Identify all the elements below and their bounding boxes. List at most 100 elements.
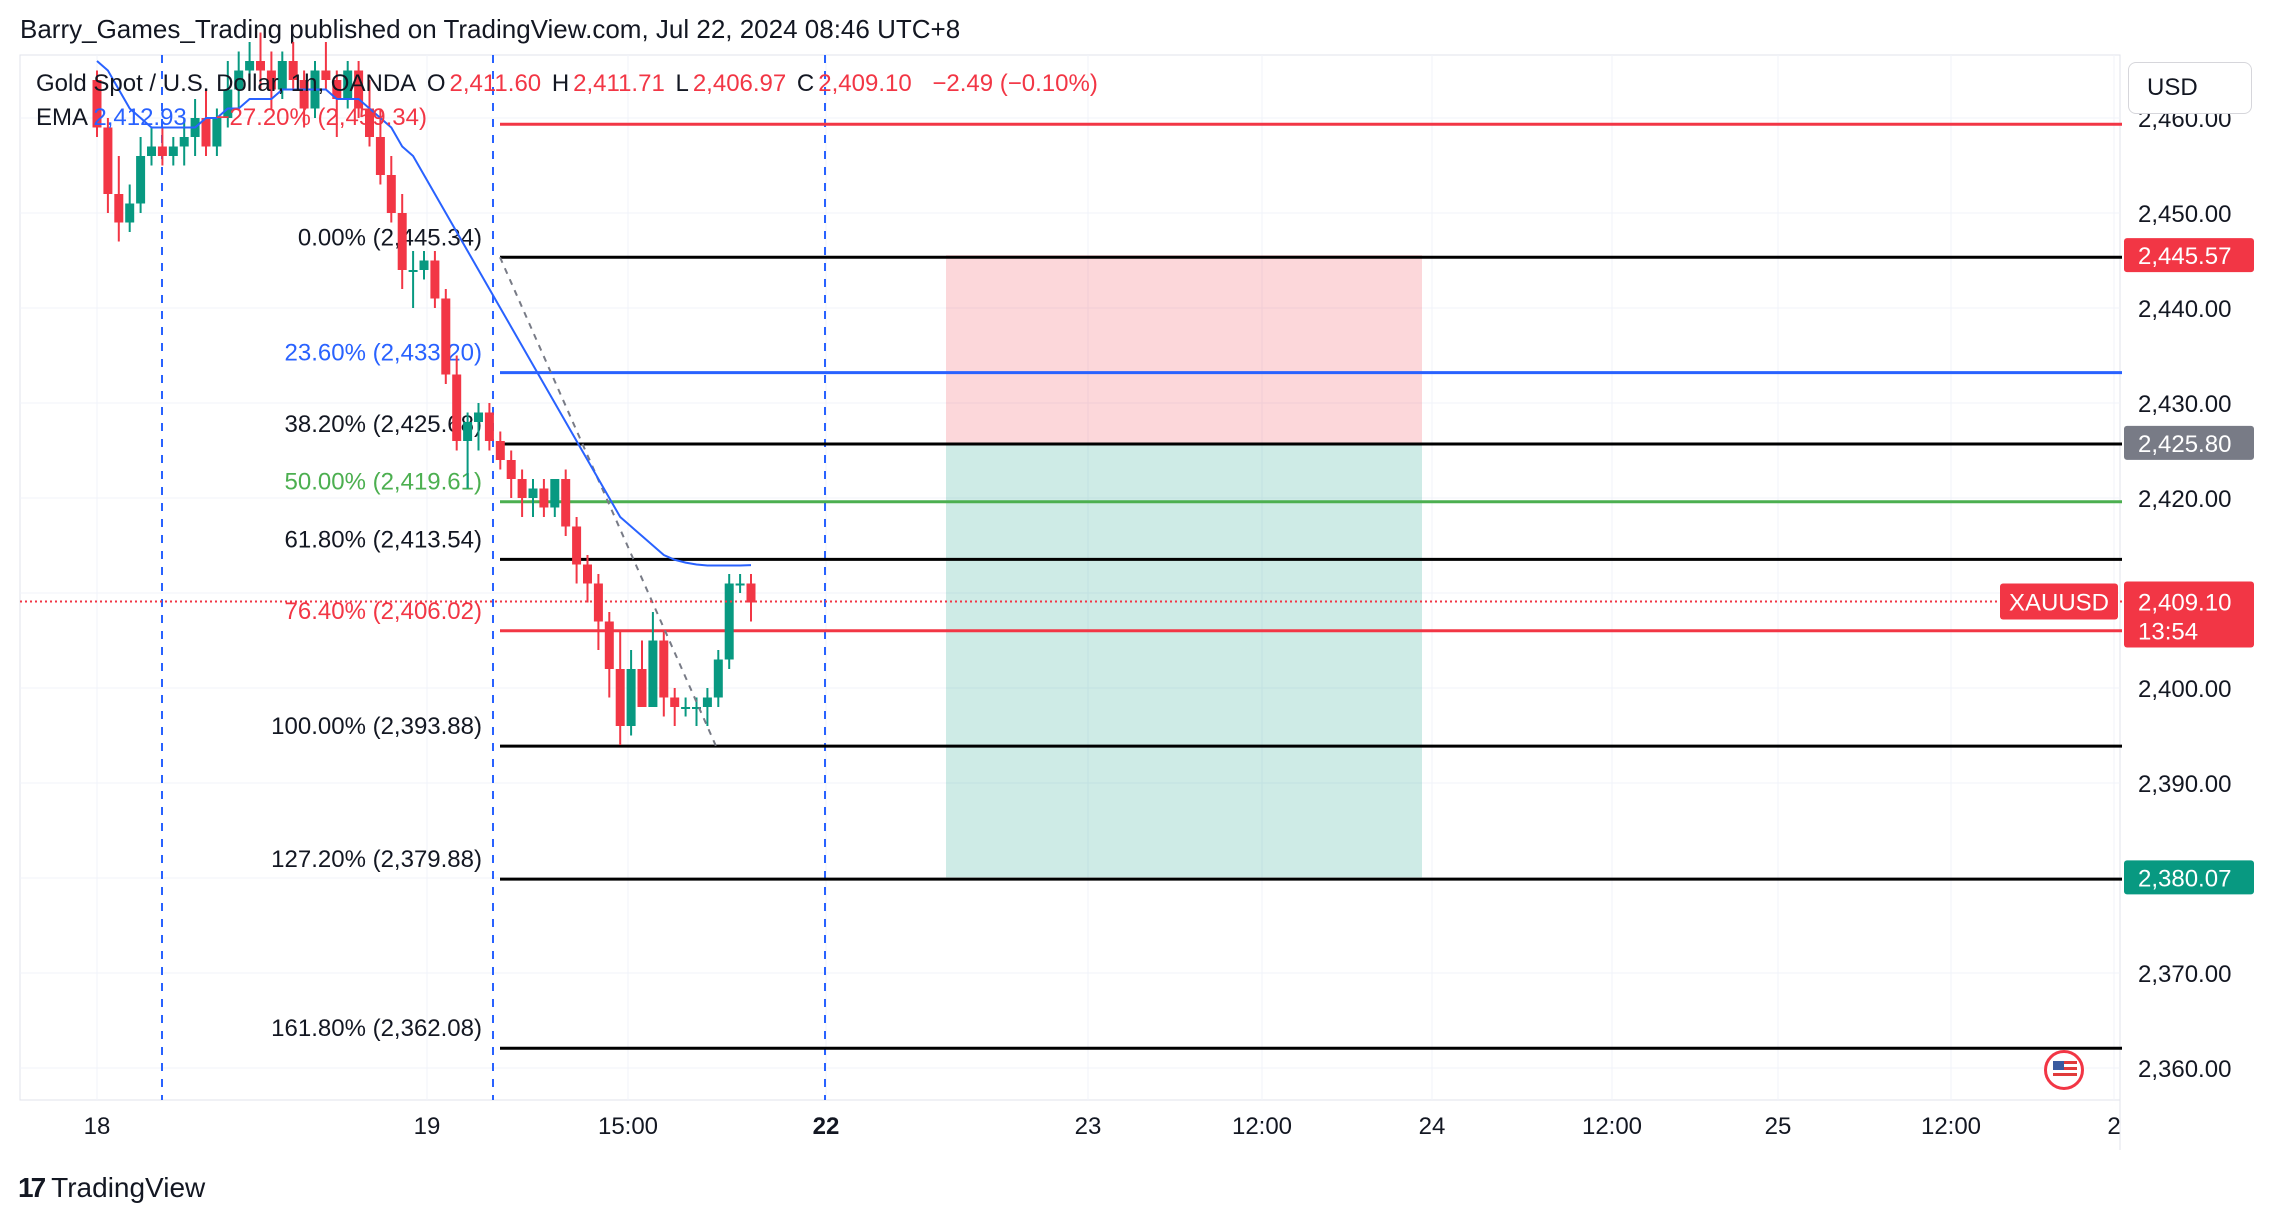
fib-level-label: 76.40% (2,406.02): [285, 598, 482, 625]
tradingview-footer[interactable]: 17 TradingView: [18, 1172, 205, 1204]
symbol-title[interactable]: Gold Spot / U.S. Dollar, 1h, OANDA: [36, 70, 417, 97]
x-tick-label: 15:00: [598, 1113, 658, 1140]
candle-body: [506, 460, 516, 479]
price-tag-label: 2,425.80: [2138, 431, 2231, 458]
y-tick-label: 2,440.00: [2138, 296, 2231, 323]
candle-body: [463, 422, 473, 441]
x-tick-label: 23: [1075, 1113, 1102, 1140]
y-tick-label: 2,400.00: [2138, 676, 2231, 703]
candle-body: [234, 70, 244, 90]
candle-body: [354, 70, 364, 109]
candle-body: [713, 659, 723, 698]
candle-body: [419, 260, 429, 270]
x-tick-label: 25: [1765, 1113, 1792, 1140]
candle-body: [528, 488, 538, 498]
candle-body: [681, 707, 691, 709]
candle-body: [212, 118, 222, 147]
candle-body: [572, 526, 582, 565]
price-tag: [2124, 238, 2254, 273]
high-value: 2,411.71: [573, 70, 665, 97]
open-label: O: [426, 70, 446, 97]
x-tick-label: 19: [414, 1113, 441, 1140]
symbol-tag: [2000, 583, 2118, 620]
candle-body: [637, 669, 647, 707]
us-flag-icon[interactable]: [2044, 1050, 2084, 1090]
y-tick-label: 2,420.00: [2138, 486, 2231, 513]
fib-level-label: 161.80% (2,362.08): [271, 1015, 482, 1042]
price-tag: [2124, 860, 2254, 895]
ema-value: 2,412.93: [93, 104, 187, 131]
candle-body: [223, 89, 233, 118]
candle-body: [277, 61, 287, 90]
candle-body: [539, 488, 549, 508]
candle-body: [670, 697, 680, 707]
stop-loss-zone: [946, 255, 1422, 443]
candle-body: [168, 146, 178, 156]
candle-body: [114, 194, 124, 223]
take-profit-zone: [946, 442, 1422, 878]
open-value: 2,411.60: [449, 70, 542, 97]
candle-body: [746, 583, 756, 603]
close-label: C: [796, 70, 815, 97]
candle-body: [103, 127, 113, 194]
candle-body: [147, 146, 156, 156]
candle-body: [408, 270, 418, 272]
candle-body: [517, 479, 527, 498]
symbol-tag-label: XAUUSD: [2009, 590, 2109, 617]
price-tag: [2124, 425, 2254, 460]
currency-button[interactable]: USD: [2128, 62, 2252, 114]
x-tick-label: 12:00: [1921, 1113, 1981, 1140]
trend-line: [499, 256, 717, 747]
price-chart[interactable]: 2,360.002,370.002,380.002,390.002,400.00…: [0, 0, 2284, 1160]
tradingview-logo-icon: 17: [18, 1172, 46, 1203]
ema-line: [96, 60, 752, 567]
change-value: −2.49 (−0.10%): [932, 70, 1098, 97]
candle-body: [474, 412, 483, 422]
candle-body: [604, 621, 614, 669]
candle-body: [648, 640, 658, 707]
candle-body: [343, 70, 353, 99]
candle-body: [615, 669, 625, 726]
candle-body: [702, 697, 712, 707]
candle-body: [430, 260, 440, 299]
bar-countdown-label: 13:54: [2138, 619, 2198, 646]
candle-body: [245, 61, 255, 71]
candle-body: [452, 374, 462, 441]
publisher-header: Barry_Games_Trading published on Trading…: [20, 14, 961, 44]
ema-legend[interactable]: EMA 2,412.93 −27.20% (2,459.34): [36, 104, 427, 132]
candle-body: [288, 61, 298, 80]
fib-level-label: 23.60% (2,433.20): [285, 340, 482, 367]
ema-label: EMA: [36, 104, 87, 131]
x-tick-label: 24: [1419, 1113, 1446, 1140]
candle-body: [561, 479, 571, 527]
fib-level-label: 50.00% (2,419.61): [285, 469, 482, 496]
last-price-label: 2,409.10: [2138, 590, 2231, 617]
x-tick-label: 22: [813, 1113, 840, 1140]
candle-body: [332, 80, 342, 99]
symbol-legend[interactable]: Gold Spot / U.S. Dollar, 1h, OANDA O 2,41…: [36, 70, 1102, 98]
candle-body: [256, 61, 265, 71]
candle-body: [593, 583, 603, 622]
candle-body: [92, 80, 102, 128]
candle-body: [495, 441, 505, 460]
candle-body: [626, 669, 636, 726]
candle-body: [441, 298, 451, 375]
price-tag-label: 2,380.07: [2138, 865, 2231, 892]
candle-body: [386, 175, 396, 213]
candle-body: [201, 118, 211, 147]
candle-body: [550, 479, 560, 508]
high-label: H: [551, 70, 570, 97]
candle-body: [659, 640, 669, 698]
y-tick-label: 2,360.00: [2138, 1056, 2231, 1083]
footer-brand: TradingView: [51, 1172, 206, 1203]
candle-body: [179, 137, 189, 147]
last-price-tag: [2124, 581, 2254, 648]
candle-body: [735, 583, 745, 586]
price-tag-label: 2,445.57: [2138, 243, 2231, 270]
fib-level-label: 100.00% (2,393.88): [271, 713, 482, 740]
candle-body: [375, 137, 385, 175]
close-value: 2,409.10: [818, 70, 912, 97]
candle-body: [125, 203, 135, 223]
low-label: L: [675, 70, 689, 97]
candle-body: [321, 70, 331, 80]
